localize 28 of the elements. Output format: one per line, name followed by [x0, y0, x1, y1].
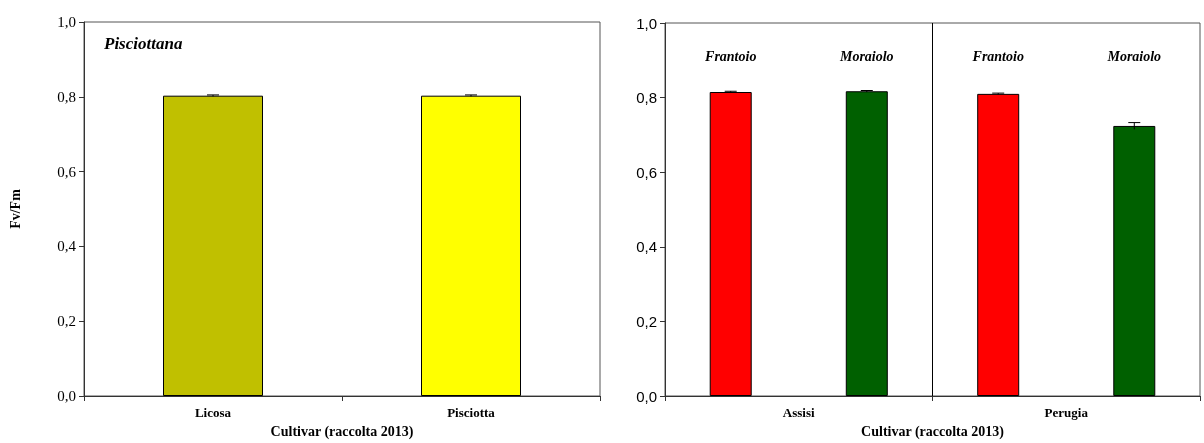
x-tick-label: Pisciotta [447, 405, 496, 420]
bar [1113, 125, 1156, 396]
y-tick-label: 0,4 [636, 238, 657, 256]
y-tick-label: 1,0 [636, 14, 657, 32]
bar [845, 91, 888, 396]
x-tick-label: Assisi [782, 405, 816, 420]
text: Pisciottana [103, 34, 183, 53]
x-tick-label: Licosa [194, 405, 232, 420]
y-tick-label: 0,4 [57, 238, 77, 255]
text: Moraiolo [1107, 48, 1162, 64]
y-tick-label: 0,0 [636, 387, 657, 405]
y-tick-label: 0,8 [636, 89, 657, 107]
text: Moraiolo [838, 48, 894, 64]
y-tick-label: 1,0 [57, 14, 76, 30]
x-axis-title: Cultivar (raccolta 2013) [861, 423, 1005, 440]
y-tick-label: 0,2 [57, 313, 76, 330]
bar [709, 92, 752, 396]
y-tick-label: 0,8 [57, 88, 76, 105]
y-tick-label: 0,6 [636, 163, 657, 181]
text: Frantoio [972, 48, 1024, 64]
y-axis-title: Fv/Fm [7, 188, 23, 229]
y-tick-label: 0,6 [57, 163, 77, 180]
y-tick-label: 0,0 [57, 388, 76, 404]
bar [977, 93, 1020, 396]
x-axis-title: Cultivar (raccolta 2013) [270, 423, 414, 440]
text: Frantoio [704, 48, 757, 64]
x-tick-label: Perugia [1044, 405, 1089, 420]
y-tick-label: 0,2 [636, 312, 657, 330]
